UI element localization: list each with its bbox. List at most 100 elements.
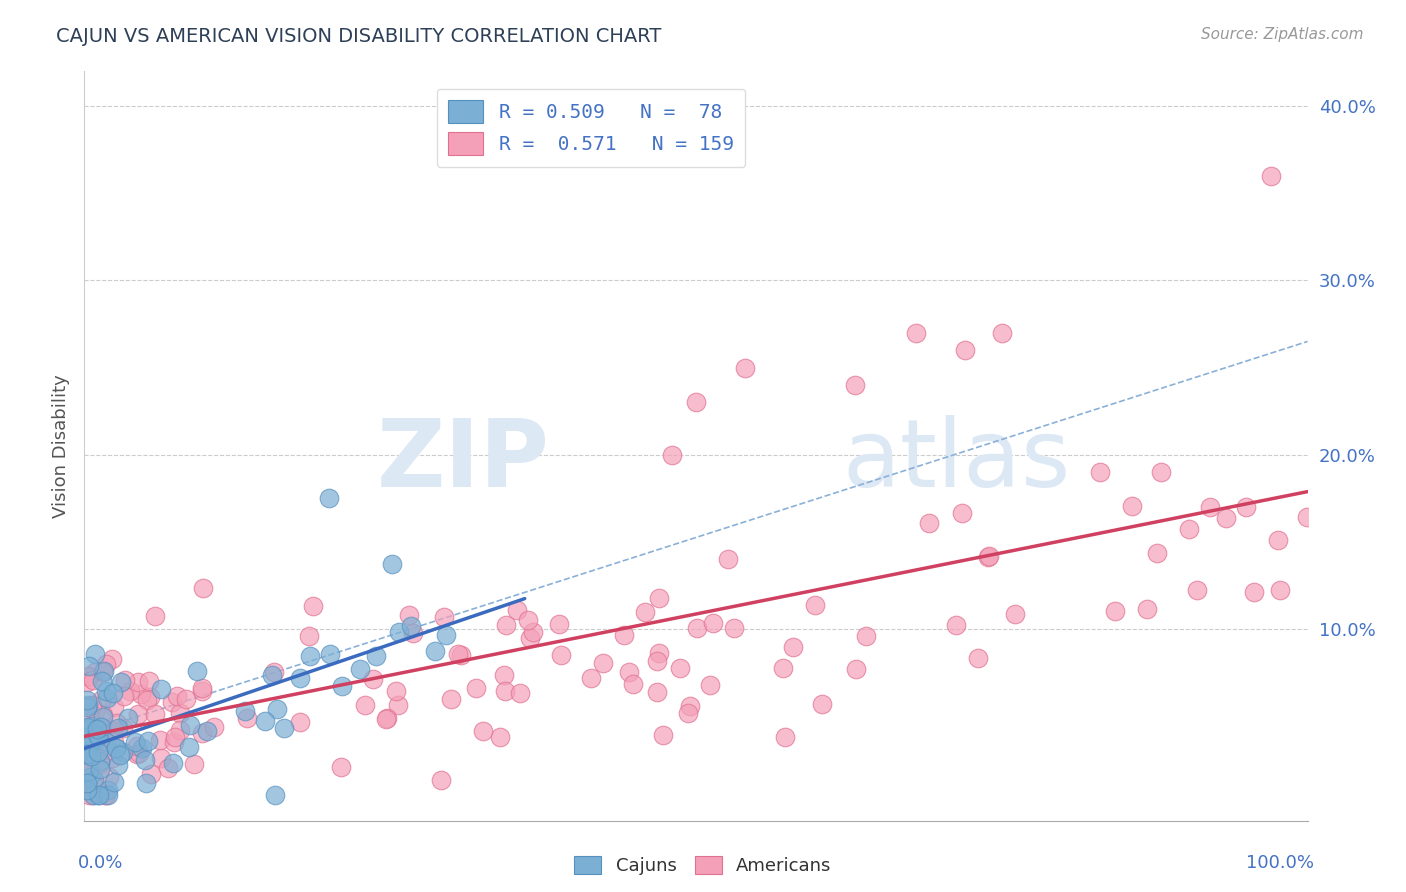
Point [128, 746, 150, 760]
Point [112, 689, 135, 703]
Point [1178, 522, 1201, 536]
Point [89, 756, 111, 770]
Point [127, 674, 149, 689]
Point [1260, 169, 1282, 183]
Point [131, 740, 153, 755]
Point [288, 672, 311, 686]
Point [953, 343, 976, 358]
Point [77, 669, 100, 683]
Point [103, 686, 125, 700]
Point [723, 621, 745, 635]
Point [77, 744, 100, 758]
Point [77, 788, 100, 802]
Point [1268, 582, 1291, 597]
Point [143, 707, 166, 722]
Point [845, 662, 868, 676]
Point [302, 599, 325, 614]
Point [398, 607, 420, 622]
Point [80, 719, 103, 733]
Text: Source: ZipAtlas.com: Source: ZipAtlas.com [1201, 27, 1364, 42]
Point [82, 777, 104, 791]
Point [87, 729, 110, 743]
Point [100, 750, 122, 764]
Point [423, 644, 446, 658]
Point [298, 629, 321, 643]
Point [135, 776, 157, 790]
Point [190, 684, 212, 698]
Point [80, 735, 103, 749]
Point [162, 756, 184, 771]
Point [87, 729, 110, 743]
Point [100, 652, 122, 666]
Point [945, 618, 967, 632]
Point [94, 684, 117, 698]
Point [1088, 465, 1111, 479]
Point [645, 655, 668, 669]
Point [83, 772, 105, 787]
Point [364, 649, 387, 664]
Point [1104, 604, 1126, 618]
Point [950, 506, 973, 520]
Text: ZIP: ZIP [377, 415, 550, 507]
Point [79, 782, 101, 797]
Point [433, 610, 456, 624]
Point [77, 764, 100, 778]
Point [76, 760, 98, 774]
Point [77, 659, 100, 673]
Point [89, 788, 111, 802]
Point [233, 705, 256, 719]
Point [107, 721, 129, 735]
Point [80, 748, 103, 763]
Point [93, 710, 115, 724]
Text: 100.0%: 100.0% [1246, 855, 1313, 872]
Point [772, 661, 794, 675]
Point [79, 760, 101, 774]
Point [125, 739, 148, 753]
Point [676, 706, 699, 721]
Point [136, 734, 159, 748]
Point [918, 516, 941, 530]
Point [103, 699, 125, 714]
Point [190, 726, 212, 740]
Point [298, 649, 321, 664]
Point [166, 689, 188, 703]
Point [190, 681, 212, 695]
Point [84, 665, 107, 680]
Point [1146, 546, 1168, 560]
Point [318, 491, 340, 506]
Point [434, 627, 457, 641]
Point [82, 698, 104, 712]
Point [98, 743, 121, 757]
Point [83, 733, 105, 747]
Point [260, 668, 283, 682]
Point [157, 761, 180, 775]
Point [76, 693, 98, 707]
Point [84, 647, 107, 661]
Point [135, 692, 157, 706]
Point [634, 605, 657, 619]
Legend: R = 0.509   N =  78, R =  0.571   N = 159: R = 0.509 N = 78, R = 0.571 N = 159 [437, 88, 745, 167]
Point [82, 723, 104, 738]
Point [354, 698, 377, 712]
Point [163, 735, 186, 749]
Point [91, 665, 114, 679]
Point [76, 732, 98, 747]
Point [685, 395, 707, 409]
Point [134, 753, 156, 767]
Point [93, 734, 115, 748]
Point [79, 770, 101, 784]
Point [547, 616, 569, 631]
Point [76, 699, 98, 714]
Point [253, 714, 276, 729]
Point [93, 707, 115, 722]
Point [183, 757, 205, 772]
Point [112, 722, 135, 736]
Point [652, 728, 675, 742]
Y-axis label: Vision Disability: Vision Disability [52, 374, 70, 518]
Point [377, 711, 399, 725]
Point [117, 711, 139, 725]
Point [82, 788, 104, 802]
Point [1187, 583, 1209, 598]
Point [991, 326, 1014, 340]
Point [97, 771, 120, 785]
